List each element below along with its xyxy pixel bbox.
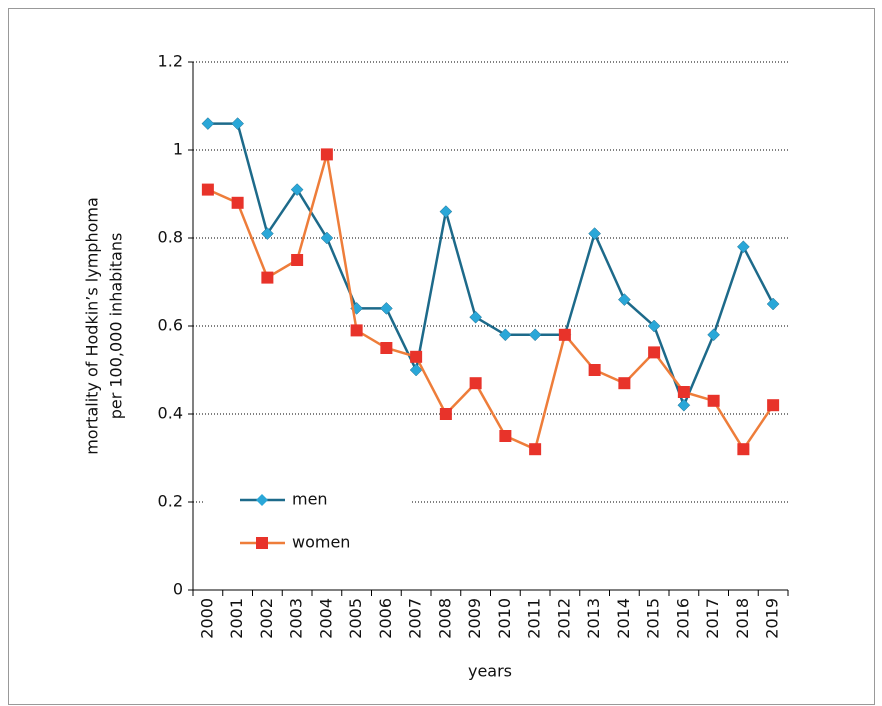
x-tick-label: 2014 bbox=[614, 598, 633, 639]
y-axis-label-line: per 100,000 inhabitans bbox=[107, 233, 126, 420]
y-tick-label: 0.4 bbox=[158, 404, 183, 423]
y-tick-label: 0.2 bbox=[158, 492, 183, 511]
marker bbox=[499, 430, 512, 442]
x-tick-label: 2019 bbox=[763, 598, 782, 639]
marker bbox=[588, 364, 601, 376]
y-axis-label-line: mortality of Hodkin’s lymphoma bbox=[83, 197, 102, 455]
x-tick-label: 2004 bbox=[316, 598, 335, 639]
marker bbox=[529, 443, 542, 456]
legend-marker bbox=[256, 537, 268, 549]
marker bbox=[737, 443, 750, 456]
x-tick-label: 2010 bbox=[495, 598, 514, 639]
marker bbox=[528, 328, 542, 342]
x-tick-label: 2013 bbox=[584, 598, 603, 639]
x-tick-label: 2007 bbox=[406, 598, 425, 639]
x-tick-label: 2009 bbox=[465, 598, 484, 639]
marker bbox=[707, 394, 720, 407]
marker bbox=[767, 399, 780, 412]
y-axis-label: mortality of Hodkin’s lymphoma per 100,0… bbox=[83, 197, 126, 455]
marker bbox=[201, 117, 215, 130]
x-tick-label: 2005 bbox=[346, 598, 365, 639]
x-tick-label: 2008 bbox=[435, 598, 454, 639]
marker bbox=[231, 117, 244, 130]
x-axis-label: years bbox=[468, 662, 512, 681]
frame bbox=[8, 8, 875, 705]
y-tick-label: 0 bbox=[173, 580, 183, 599]
x-tick-label: 2017 bbox=[703, 598, 722, 639]
marker bbox=[469, 310, 482, 324]
marker bbox=[320, 148, 333, 161]
marker bbox=[439, 408, 452, 420]
legend-label: men bbox=[292, 490, 328, 509]
marker bbox=[290, 183, 304, 196]
marker bbox=[410, 350, 423, 363]
marker bbox=[469, 377, 482, 390]
y-tick-label: 1 bbox=[173, 140, 183, 159]
marker bbox=[618, 377, 631, 390]
x-tick-label: 2015 bbox=[644, 598, 663, 639]
y-tick-label: 1.2 bbox=[158, 52, 183, 71]
marker bbox=[588, 227, 601, 240]
x-tick-label: 2000 bbox=[197, 598, 216, 639]
marker bbox=[707, 328, 720, 342]
x-tick-label: 2016 bbox=[673, 598, 692, 639]
marker bbox=[677, 398, 691, 412]
x-tick-label: 2001 bbox=[227, 598, 246, 639]
x-tick-label: 2012 bbox=[554, 598, 573, 639]
marker bbox=[648, 346, 661, 359]
marker bbox=[737, 240, 750, 254]
x-tick-label: 2002 bbox=[257, 598, 276, 639]
legend-marker bbox=[256, 494, 268, 506]
y-tick-label: 0.6 bbox=[158, 316, 183, 335]
marker bbox=[618, 293, 631, 306]
legend-box bbox=[205, 482, 410, 562]
marker bbox=[380, 302, 393, 315]
marker bbox=[439, 205, 453, 218]
marker bbox=[409, 363, 423, 377]
marker bbox=[261, 227, 274, 240]
marker bbox=[647, 319, 661, 333]
marker bbox=[201, 183, 214, 196]
marker bbox=[677, 386, 690, 398]
marker bbox=[231, 196, 244, 209]
marker bbox=[261, 271, 274, 284]
marker bbox=[291, 254, 304, 266]
marker bbox=[380, 342, 393, 354]
x-tick-label: 2003 bbox=[287, 598, 306, 639]
legend-label: women bbox=[292, 533, 350, 552]
x-tick-label: 2011 bbox=[525, 598, 544, 639]
series-line bbox=[207, 154, 775, 452]
marker bbox=[320, 231, 334, 245]
marker bbox=[350, 324, 363, 337]
marker bbox=[766, 297, 780, 311]
marker bbox=[499, 328, 512, 342]
x-tick-label: 2018 bbox=[733, 598, 752, 639]
y-tick-label: 0.8 bbox=[158, 228, 183, 247]
marker bbox=[558, 328, 571, 341]
x-tick-label: 2006 bbox=[376, 598, 395, 639]
